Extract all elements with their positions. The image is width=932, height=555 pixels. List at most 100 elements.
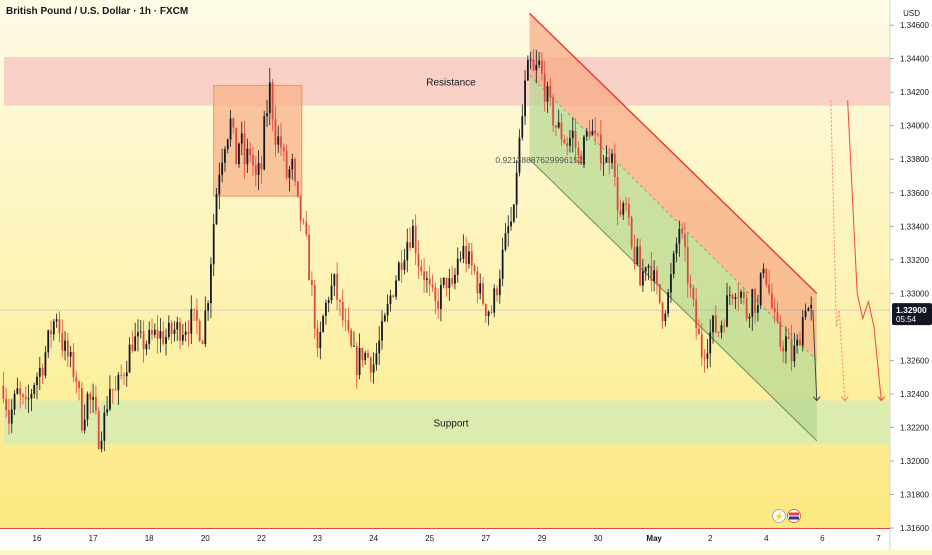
candle-body: [543, 73, 546, 102]
candle-body: [50, 330, 52, 335]
candle-body: [403, 260, 406, 270]
candle-body: [299, 196, 302, 221]
candle-body: [723, 325, 726, 327]
candle-body: [740, 291, 742, 298]
candle-body: [482, 283, 484, 305]
candle-body: [246, 148, 249, 165]
candle-body: [75, 377, 78, 382]
flag-icon[interactable]: [787, 509, 801, 523]
candle-body: [658, 284, 661, 303]
candle-body: [364, 352, 367, 361]
candle-body: [538, 60, 540, 65]
candle-body: [569, 138, 571, 146]
candle-body: [597, 133, 599, 135]
candle-body: [787, 336, 790, 340]
x-tick-label: 27: [481, 534, 490, 543]
candle-body: [796, 339, 799, 346]
candle-body: [336, 274, 339, 301]
candle-body: [38, 367, 41, 377]
lightning-icon[interactable]: [772, 509, 786, 523]
candle-body: [656, 270, 658, 285]
candle-body: [759, 273, 762, 306]
candle-body: [501, 249, 504, 279]
candle-body: [159, 331, 162, 339]
candle-body: [779, 321, 782, 347]
candle-body: [139, 331, 142, 333]
candle-body: [16, 388, 19, 394]
candle-body: [496, 288, 498, 296]
candle-body: [190, 309, 193, 334]
candle-body: [737, 297, 740, 298]
candle-body: [89, 393, 92, 400]
candle-body: [454, 274, 456, 284]
candle-body: [319, 331, 322, 349]
candle-body: [285, 150, 288, 178]
candle-body: [611, 153, 613, 163]
candle-body: [173, 329, 176, 334]
candle-body: [400, 262, 403, 270]
candle-body: [751, 289, 754, 317]
x-tick-label: 2: [708, 534, 713, 543]
flag-icon-stripe-bottom: [789, 516, 799, 520]
y-tick-label: 1.32000: [900, 457, 929, 466]
candle-body: [535, 64, 538, 71]
candle-body: [125, 372, 128, 377]
candle-body: [361, 347, 364, 361]
y-tick-label: 1.34400: [900, 55, 929, 64]
candle-body: [712, 315, 714, 333]
countdown-label: 05:54: [896, 315, 917, 324]
lightning-icon-glyph: ⚡: [774, 511, 784, 521]
candle-body: [238, 143, 240, 165]
candle-body: [653, 270, 655, 282]
time-axis-panel: [0, 528, 890, 550]
y-tick-label: 1.34200: [900, 88, 929, 97]
candle-body: [13, 393, 16, 410]
candle-body: [473, 265, 476, 272]
candle-body: [232, 118, 235, 128]
candle-body: [510, 221, 512, 227]
candle-body: [252, 154, 254, 166]
candle-body: [184, 331, 187, 335]
candle-body: [61, 333, 64, 351]
candle-body: [521, 116, 524, 138]
candle-body: [167, 322, 170, 337]
candle-body: [583, 136, 585, 165]
candle-body: [378, 340, 381, 354]
candle-body: [80, 387, 83, 431]
candle-body: [700, 334, 703, 358]
candle-body: [120, 374, 123, 376]
candle-body: [681, 228, 684, 234]
candle-body: [369, 357, 372, 373]
candle-body: [793, 345, 796, 362]
candle-body: [375, 353, 378, 365]
candle-body: [5, 398, 8, 411]
zone-resistance: [4, 56, 890, 106]
candle-body: [83, 419, 86, 431]
candle-body: [468, 251, 470, 264]
candle-body: [698, 328, 700, 335]
candle-body: [714, 315, 717, 333]
candle-body: [726, 295, 728, 327]
candle-body: [156, 329, 159, 339]
candle-body: [616, 177, 619, 211]
candle-body: [571, 130, 574, 139]
candle-body: [437, 301, 440, 310]
candle-body: [619, 210, 622, 215]
candle-body: [574, 130, 577, 148]
candle-body: [350, 330, 353, 347]
candle-body: [100, 440, 103, 449]
candle-body: [465, 245, 468, 264]
candle-body: [425, 278, 428, 280]
candle-body: [268, 82, 271, 114]
candle-body: [114, 390, 117, 391]
candle-body: [358, 347, 361, 376]
candle-body: [142, 331, 145, 350]
candle-body: [353, 345, 355, 347]
candle-body: [541, 60, 543, 74]
candle-body: [47, 330, 50, 353]
candle-body: [117, 374, 120, 391]
candle-body: [409, 242, 411, 248]
candle-body: [670, 274, 672, 293]
